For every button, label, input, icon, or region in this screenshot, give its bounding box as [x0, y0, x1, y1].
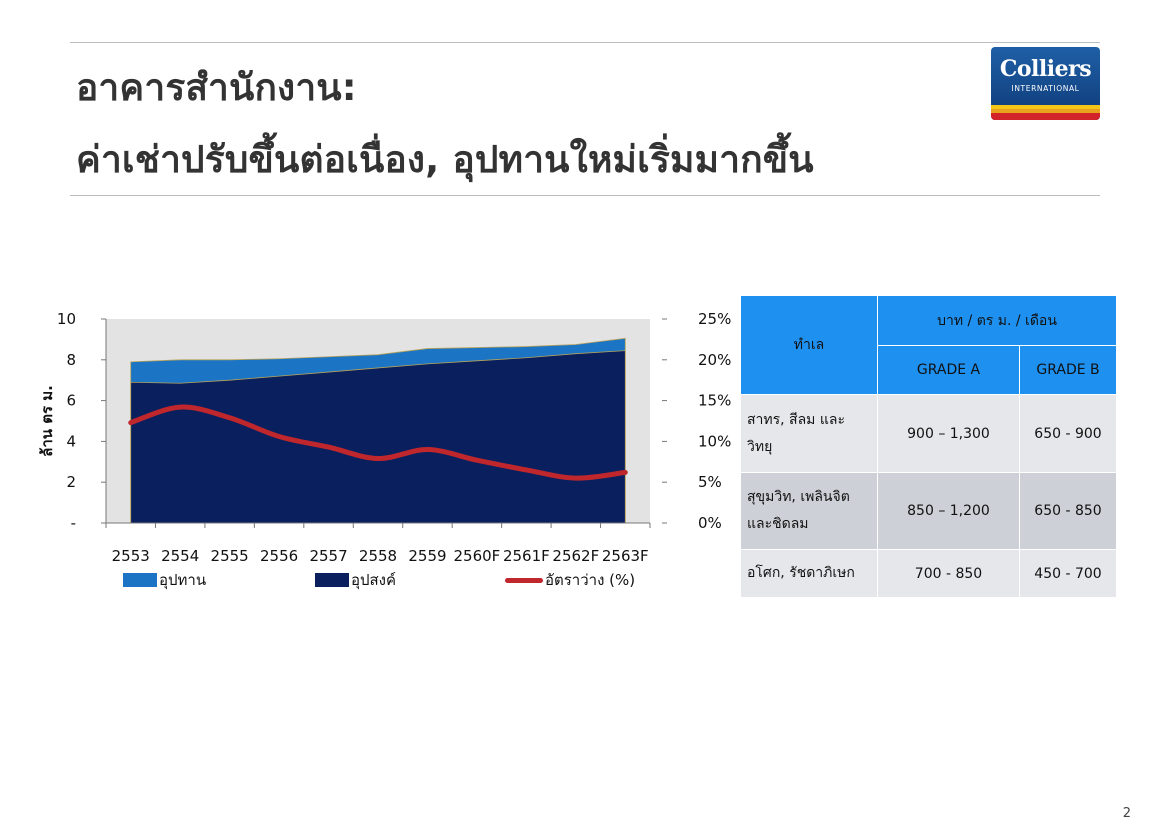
y2-tick-label: 5%: [698, 473, 722, 491]
y2-tick-label: 0%: [698, 514, 722, 532]
logo-stripe: [991, 113, 1100, 120]
y-tick-label: 10: [57, 310, 76, 328]
y2-tick-label: 10%: [698, 432, 731, 450]
cell-grade-a: 900 – 1,300: [877, 394, 1020, 473]
legend-label-demand: อุปสงค์: [351, 571, 397, 589]
cell-grade-b: 450 - 700: [1019, 549, 1117, 598]
logo-name: Colliers: [999, 56, 1092, 82]
header-grade-b: GRADE B: [1019, 345, 1117, 395]
supply-demand-vacancy-chart: - 2 4 6 8 10 0% 5% 10% 15% 20% 25% 2553 2554 2555 2556 2…: [38, 310, 731, 565]
table-row: สุขุมวิท, เพลินจิต และชิดลม 850 – 1,200 …: [740, 472, 1117, 550]
y-tick-label: 6: [66, 392, 76, 410]
header-grade-a: GRADE A: [877, 345, 1020, 395]
table-row: สาทร, สีลม และ วิทยุ 900 – 1,300 650 - 9…: [740, 394, 1117, 473]
y2-tick-label: 20%: [698, 351, 731, 369]
y2-tick-label: 15%: [698, 392, 731, 410]
header-unit: บาท / ตร ม. / เดือน: [877, 295, 1117, 346]
y-tick-label: 8: [66, 351, 76, 369]
x-tick-label: 2556: [260, 547, 298, 565]
header-location: ทำเล: [740, 295, 878, 395]
cell-location: อโศก, รัชดาภิเษก: [740, 549, 878, 598]
y2-tick-label: 25%: [698, 310, 731, 328]
x-tick-label: 2562F: [552, 547, 599, 565]
demand-area: [130, 350, 626, 524]
x-tick-label: 2553: [112, 547, 150, 565]
page-title-line-1: อาคารสำนักงาน:: [76, 66, 357, 109]
x-tick-label: 2555: [211, 547, 249, 565]
cell-location: สุขุมวิท, เพลินจิต และชิดลม: [740, 472, 878, 550]
logo-subtitle: INTERNATIONAL: [1011, 84, 1080, 93]
x-tick-label: 2559: [408, 547, 446, 565]
header-bottom-rule: [70, 195, 1100, 196]
y-tick-label: -: [71, 514, 76, 532]
page-title-line-2: ค่าเช่าปรับขึ้นต่อเนื่อง, อุปทานใหม่เริ่…: [76, 138, 814, 181]
x-tick-label: 2558: [359, 547, 397, 565]
vacancy-line: [128, 404, 628, 481]
colliers-logo: Colliers INTERNATIONAL: [991, 47, 1100, 120]
x-tick-label: 2560F: [454, 547, 501, 565]
legend-label-vacancy: อัตราว่าง (%): [545, 571, 636, 589]
y-axis-label: ล้าน ตร ม.: [38, 385, 56, 457]
x-tick-label: 2563F: [602, 547, 649, 565]
logo-stripe: [991, 109, 1100, 113]
logo-stripe: [991, 105, 1100, 109]
x-tick-label: 2557: [309, 547, 347, 565]
legend-swatch-demand: [315, 573, 349, 587]
cell-grade-a: 850 – 1,200: [877, 472, 1020, 550]
cell-grade-a: 700 - 850: [877, 549, 1020, 598]
y-tick-label: 4: [66, 432, 76, 450]
table-row: อโศก, รัชดาภิเษก 700 - 850 450 - 700: [740, 549, 1117, 598]
x-tick-label: 2561F: [503, 547, 550, 565]
top-rule: [70, 42, 1100, 43]
page-number: 2: [1122, 806, 1131, 821]
cell-grade-b: 650 - 900: [1019, 394, 1117, 473]
legend-swatch-vacancy: [505, 578, 543, 583]
legend-swatch-supply: [123, 573, 157, 587]
cell-location: สาทร, สีลม และ วิทยุ: [740, 394, 878, 473]
x-tick-label: 2554: [161, 547, 199, 565]
cell-grade-b: 650 - 850: [1019, 472, 1117, 550]
legend-label-supply: อุปทาน: [159, 571, 207, 589]
y-tick-label: 2: [66, 473, 76, 491]
rent-table: ทำเล บาท / ตร ม. / เดือน GRADE A GRADE B…: [740, 295, 1117, 598]
